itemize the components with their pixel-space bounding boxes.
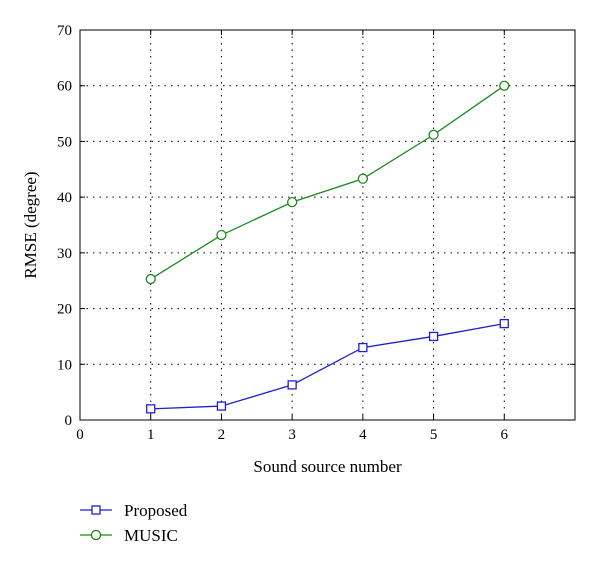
x-axis-label: Sound source number [253, 457, 402, 476]
legend: Proposed MUSIC [80, 501, 188, 545]
data-point [357, 173, 369, 184]
x-tick-label: 4 [359, 427, 367, 443]
legend-marker [91, 505, 101, 515]
grid [80, 30, 575, 420]
data-point [499, 80, 510, 91]
legend-entry: Proposed [80, 501, 188, 520]
data-point [286, 197, 298, 208]
data-point [146, 404, 156, 414]
x-tick-label: 5 [430, 427, 438, 443]
y-tick-label: 70 [57, 23, 72, 39]
data-series [145, 80, 510, 414]
y-tick-label: 20 [57, 302, 72, 318]
data-point [287, 380, 297, 390]
x-tick-label: 1 [147, 427, 155, 443]
series-line [150, 322, 505, 410]
data-point [358, 342, 368, 353]
series-line [150, 85, 505, 280]
data-point [428, 129, 439, 140]
y-tick-label: 10 [57, 357, 72, 373]
data-point [428, 331, 439, 342]
data-point [216, 401, 227, 411]
y-tick-label: 30 [57, 246, 72, 262]
legend-label: Proposed [124, 501, 188, 520]
y-tick-label: 40 [57, 190, 72, 206]
legend-label: MUSIC [124, 526, 178, 545]
data-point [145, 273, 156, 285]
x-tick-label: 0 [76, 427, 84, 443]
data-point [499, 318, 509, 329]
y-tick-label: 0 [65, 413, 73, 429]
plot-area-frame [79, 29, 576, 421]
y-tick-label: 60 [57, 79, 72, 95]
y-tick-label: 50 [57, 134, 72, 150]
data-point [216, 229, 227, 241]
series-proposed [146, 318, 509, 414]
x-tick-label: 6 [501, 427, 509, 443]
legend-entry: MUSIC [80, 526, 178, 545]
x-tick-label: 2 [218, 427, 226, 443]
series-music [145, 80, 510, 285]
x-tick-label: 3 [288, 427, 296, 443]
legend-marker [90, 529, 102, 541]
y-axis-label: RMSE (degree) [21, 171, 40, 278]
